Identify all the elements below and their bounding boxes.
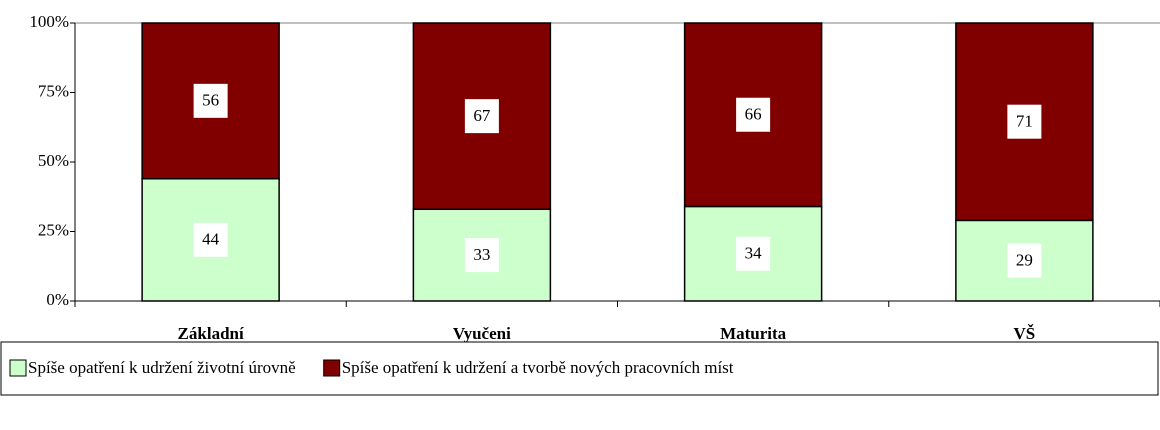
legend-box <box>0 341 1159 396</box>
data-label: 66 <box>745 105 762 124</box>
y-tick-label: 100% <box>29 12 69 31</box>
data-label: 29 <box>1016 251 1033 270</box>
y-tick-label: 0% <box>46 290 69 309</box>
data-label-box <box>464 99 499 134</box>
data-label-box <box>1007 104 1042 139</box>
data-label-box <box>736 236 771 271</box>
y-tick-label: 75% <box>38 81 69 100</box>
legend-label: Spíše opatření k udržení životní úrovně <box>28 358 296 377</box>
data-label: 67 <box>473 106 491 125</box>
data-label-box <box>464 238 499 273</box>
x-tick-label: Maturita <box>720 324 787 343</box>
data-label-box <box>1007 243 1042 278</box>
data-label-box <box>193 222 228 257</box>
legend-label: Spíše opatření k udržení a tvorbě nových… <box>342 358 734 377</box>
x-tick-label: Vyučeni <box>453 324 511 343</box>
data-label-box <box>736 97 771 132</box>
x-tick-label: VŠ <box>1014 324 1036 343</box>
legend-swatch <box>9 359 27 377</box>
x-tick-label: Základní <box>178 324 244 343</box>
y-tick-label: 25% <box>38 220 69 239</box>
data-label: 44 <box>202 230 220 249</box>
data-label: 33 <box>473 245 490 264</box>
data-label: 56 <box>202 91 219 110</box>
y-tick-label: 50% <box>38 151 69 170</box>
data-label-box <box>193 83 228 118</box>
legend-swatch <box>323 359 341 377</box>
data-label: 71 <box>1016 112 1033 131</box>
data-label: 34 <box>745 244 763 263</box>
